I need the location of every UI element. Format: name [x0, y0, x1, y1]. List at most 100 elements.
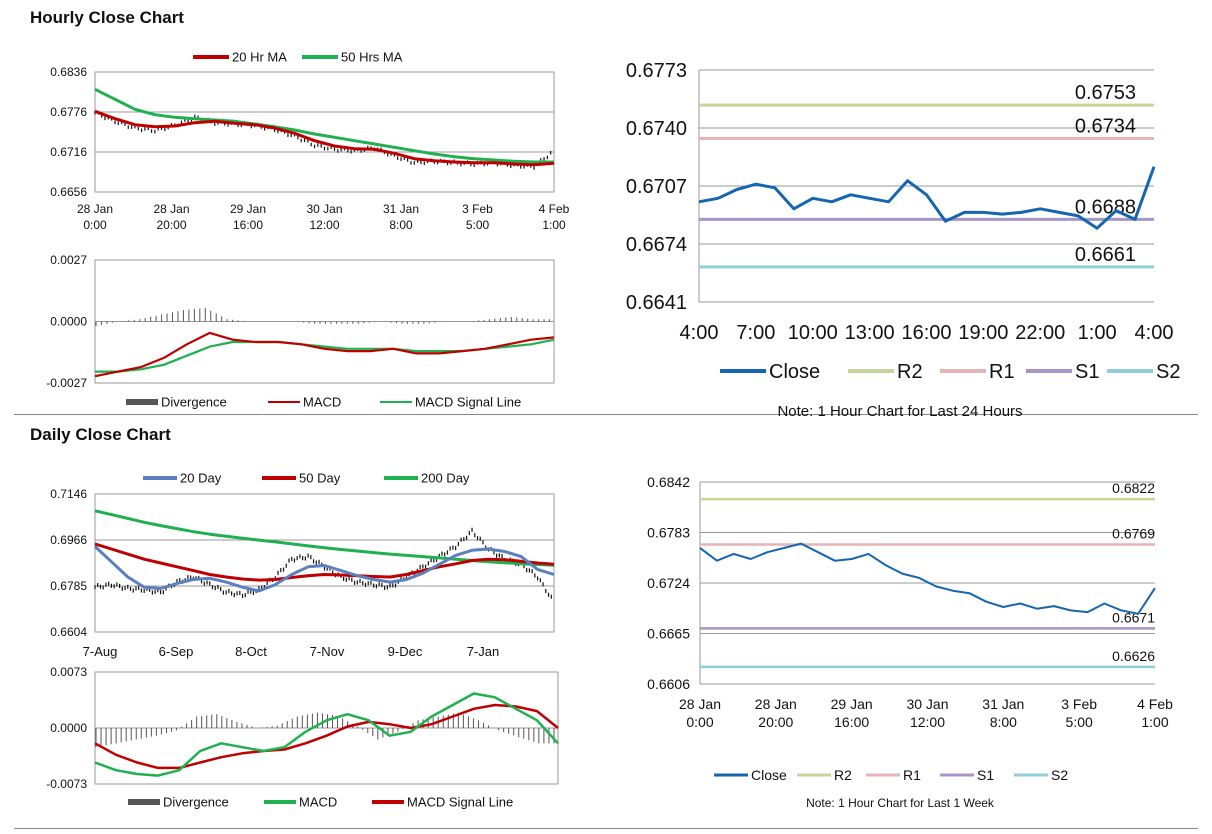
- hourly1w-level-label: 0.6769: [1112, 525, 1155, 541]
- hourly-price-x-tick: 30 Jan: [306, 202, 342, 216]
- hourly-macd-y-tick: 0.0000: [50, 315, 87, 329]
- daily-macd-y-tick: 0.0073: [50, 665, 87, 679]
- hourly24-x-tick: 7:00: [736, 322, 775, 344]
- hourly1w-x-tick: 0:00: [686, 714, 713, 730]
- hourly1w-legend-s2-label: S2: [1051, 767, 1068, 783]
- daily-20-day-line: [93, 545, 555, 593]
- hourly-price-x-tick: 29 Jan: [230, 202, 266, 216]
- hourly1w-x-tick: 28 Jan: [679, 696, 721, 712]
- hourly24-legend-r2-label: R2: [897, 361, 923, 383]
- daily-macd-line: [94, 692, 559, 777]
- legend-50hrs-ma-label: 50 Hrs MA: [341, 50, 403, 65]
- hourly1w-x-tick: 1:00: [1141, 714, 1168, 730]
- hourly24-x-tick: 10:00: [788, 322, 838, 344]
- hourly24-legend-close-label: Close: [769, 361, 820, 383]
- hourly1w-x-tick: 5:00: [1066, 714, 1093, 730]
- hourly24-y-tick: 0.6641: [626, 292, 687, 314]
- hourly1w-x-tick: 16:00: [834, 714, 869, 730]
- legend-200-day-label: 200 Day: [421, 471, 470, 486]
- hourly1w-legend-s1-label: S1: [977, 767, 994, 783]
- hourly1w-level-label: 0.6822: [1112, 480, 1155, 496]
- hourly24-x-tick: 1:00: [1078, 322, 1117, 344]
- hourly1w-close-line: [699, 542, 1156, 615]
- hourly-price-x-tick: 16:00: [233, 218, 263, 232]
- hourly24-level-label: 0.6661: [1075, 244, 1136, 266]
- hourly24-x-tick: 19:00: [958, 322, 1008, 344]
- hourly24-y-tick: 0.6707: [626, 176, 687, 198]
- hourly-50hr-ma-line: [94, 87, 554, 164]
- hourly24-level-label: 0.6753: [1075, 82, 1136, 104]
- hourly1w-legend-r2-label: R2: [834, 767, 852, 783]
- daily-price-y-tick: 0.6604: [50, 625, 87, 639]
- daily-price-y-tick: 0.6785: [50, 579, 87, 593]
- hourly1w-x-tick: 4 Feb: [1137, 696, 1173, 712]
- hourly-legend-macd-label: MACD: [303, 395, 341, 410]
- hourly-price-x-tick: 12:00: [309, 218, 339, 232]
- hourly-price-x-tick: 0:00: [83, 218, 107, 232]
- hourly1w-x-tick: 31 Jan: [982, 696, 1024, 712]
- hourly-macd-line: [94, 331, 555, 378]
- daily-50-day-line: [94, 542, 555, 582]
- daily-price-x-tick: 7-Jan: [467, 644, 500, 659]
- hourly-section-title: Hourly Close Chart: [30, 8, 184, 27]
- hourly1w-legend-close-label: Close: [751, 767, 787, 783]
- legend-50-day-label: 50 Day: [299, 471, 341, 486]
- hourly-macd-signal-line: [95, 338, 555, 373]
- daily-200-day-line: [94, 509, 555, 567]
- hourly24-y-tick: 0.6773: [626, 60, 687, 82]
- hourly1w-level-label: 0.6626: [1112, 648, 1155, 664]
- hourly1w-legend-r1-label: R1: [903, 767, 921, 783]
- hourly-price-x-tick: 8:00: [389, 218, 413, 232]
- daily-macd-y-tick: 0.0000: [50, 721, 87, 735]
- hourly-price-frame: [94, 71, 555, 193]
- hourly-price-x-tick: 3 Feb: [462, 202, 493, 216]
- hourly24-y-tick: 0.6740: [626, 118, 687, 140]
- hourly24-legend-s2-label: S2: [1156, 361, 1180, 383]
- hourly24-level-label: 0.6734: [1075, 116, 1136, 138]
- hourly1w-y-tick: 0.6842: [647, 474, 690, 490]
- hourly24-x-tick: 4:00: [1135, 322, 1174, 344]
- hourly-price-x-tick: 28 Jan: [153, 202, 189, 216]
- hourly-legend-divergence-label: Divergence: [161, 395, 227, 410]
- daily-price-x-tick: 9-Dec: [388, 644, 423, 659]
- hourly1w-y-tick: 0.6724: [647, 575, 690, 591]
- section-divider: [14, 414, 1198, 415]
- daily-macd-signal-line: [94, 703, 559, 770]
- daily-price-x-tick: 7-Nov: [310, 644, 345, 659]
- hourly-price-y-tick: 0.6656: [50, 185, 87, 199]
- hourly1w-x-tick: 30 Jan: [906, 696, 948, 712]
- hourly-macd-y-tick: 0.0027: [50, 253, 87, 267]
- hourly24-y-tick: 0.6674: [626, 234, 687, 256]
- hourly1w-level-label: 0.6671: [1112, 609, 1155, 625]
- hourly24-legend-r1-label: R1: [989, 361, 1015, 383]
- hourly1w-note: Note: 1 Hour Chart for Last 1 Week: [806, 796, 995, 810]
- hourly-price-x-tick: 28 Jan: [77, 202, 113, 216]
- hourly-price-x-tick: 1:00: [542, 218, 566, 232]
- legend-20hr-ma-label: 20 Hr MA: [232, 50, 287, 65]
- hourly-macd-y-tick: -0.0027: [46, 376, 87, 390]
- hourly-price-x-tick: 5:00: [466, 218, 490, 232]
- legend-20-day-label: 20 Day: [180, 471, 222, 486]
- hourly24-x-tick: 13:00: [845, 322, 895, 344]
- hourly24-legend-s1-label: S1: [1075, 361, 1099, 383]
- hourly-price-y-tick: 0.6836: [50, 65, 87, 79]
- daily-price-x-tick: 8-Oct: [235, 644, 267, 659]
- hourly-price-x-tick: 4 Feb: [539, 202, 570, 216]
- hourly-macd-frame: [94, 259, 555, 384]
- hourly-price-x-tick: 31 Jan: [383, 202, 419, 216]
- daily-price-x-tick: 7-Aug: [83, 644, 118, 659]
- daily-price-y-tick: 0.7146: [50, 487, 87, 501]
- bottom-divider: [14, 828, 1198, 829]
- hourly1w-x-tick: 12:00: [910, 714, 945, 730]
- daily-macd-y-tick: -0.0073: [46, 777, 87, 791]
- hourly-price-x-tick: 20:00: [156, 218, 186, 232]
- hourly-legend-signal-label: MACD Signal Line: [415, 395, 521, 410]
- daily-price-x-tick: 6-Sep: [159, 644, 194, 659]
- hourly-price-y-tick: 0.6776: [50, 105, 87, 119]
- hourly24-x-tick: 4:00: [680, 322, 719, 344]
- hourly1w-x-tick: 28 Jan: [755, 696, 797, 712]
- daily-legend-signal-label: MACD Signal Line: [407, 795, 513, 810]
- hourly-20hr-ma-line: [94, 109, 555, 167]
- hourly1w-x-tick: 29 Jan: [831, 696, 873, 712]
